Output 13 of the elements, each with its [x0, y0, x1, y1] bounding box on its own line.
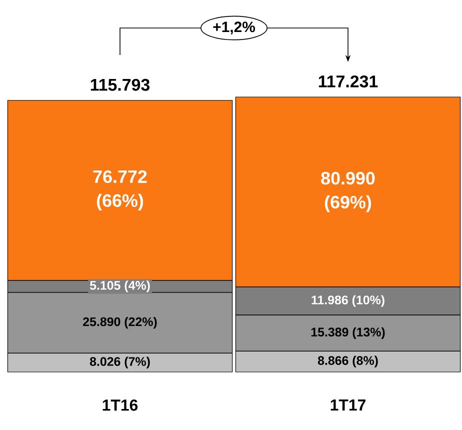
total-label: 117.231 [318, 75, 378, 88]
total-label: 115.793 [90, 78, 150, 91]
data-label: 76.772 (66%) [93, 170, 147, 210]
data-label: 8.026 (7%) [90, 356, 150, 368]
x-tick-label: 1T16 [102, 400, 138, 411]
data-label: 8.866 (8%) [318, 356, 378, 368]
data-label: 15.389 (13%) [311, 327, 385, 339]
data-label: 25.890 (22%) [83, 316, 157, 329]
x-tick-label: 1T17 [330, 400, 366, 410]
text: +1,2% [213, 22, 255, 34]
data-label: 11.986 (10%) [312, 295, 384, 307]
data-label: 80.990 (69%) [321, 172, 375, 212]
data-label: 5.105 (4%) [90, 280, 150, 292]
